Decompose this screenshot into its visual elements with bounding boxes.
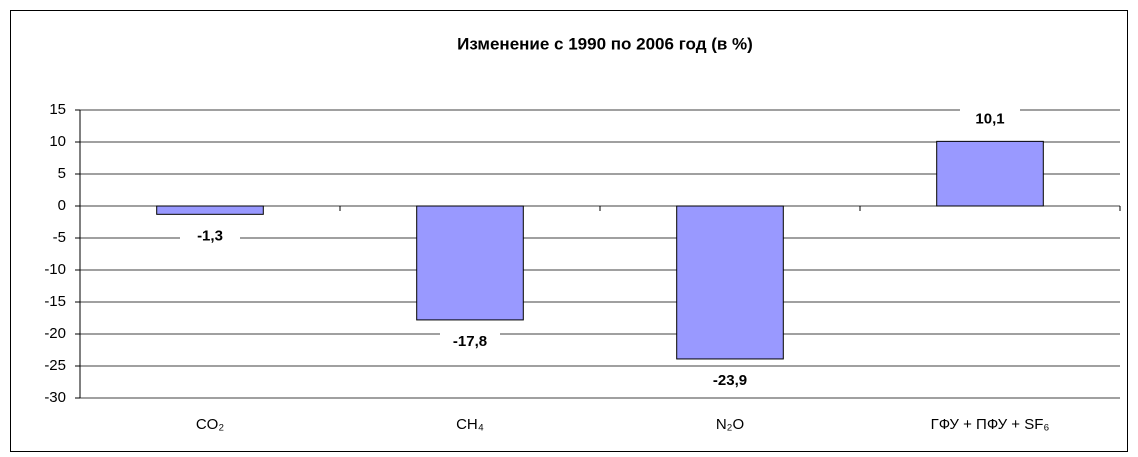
bar (676, 205, 784, 360)
value-label: -1,3 (197, 227, 223, 244)
bar (416, 205, 524, 321)
x-tick-label: CH₄ (456, 416, 484, 433)
bar (156, 205, 264, 215)
x-tick-label: ГФУ + ПФУ + SF₆ (931, 416, 1050, 433)
y-tick-label: 5 (58, 165, 66, 182)
y-tick-label: -15 (44, 293, 66, 310)
value-label-bg (960, 107, 1020, 132)
y-tick-label: -20 (44, 325, 66, 342)
chart-title: Изменение с 1990 по 2006 год (в %) (457, 34, 753, 53)
value-label: -23,9 (713, 372, 747, 389)
value-label: 10,1 (975, 110, 1004, 127)
value-label: -17,8 (453, 333, 487, 350)
y-tick-label: 15 (49, 101, 66, 118)
y-tick-label: -25 (44, 357, 66, 374)
x-tick-label: CO₂ (196, 416, 225, 433)
chart-frame (10, 10, 1128, 452)
y-tick-label: -5 (53, 229, 66, 246)
y-tick-label: -30 (44, 389, 66, 406)
value-label-bg (440, 329, 500, 354)
y-tick-label: 0 (58, 197, 66, 214)
value-label-bg (700, 368, 760, 393)
value-label-bg (180, 224, 240, 249)
bar (936, 140, 1044, 207)
x-tick-label: N₂O (716, 416, 744, 433)
y-tick-label: 10 (49, 133, 66, 150)
y-tick-label: -10 (44, 261, 66, 278)
